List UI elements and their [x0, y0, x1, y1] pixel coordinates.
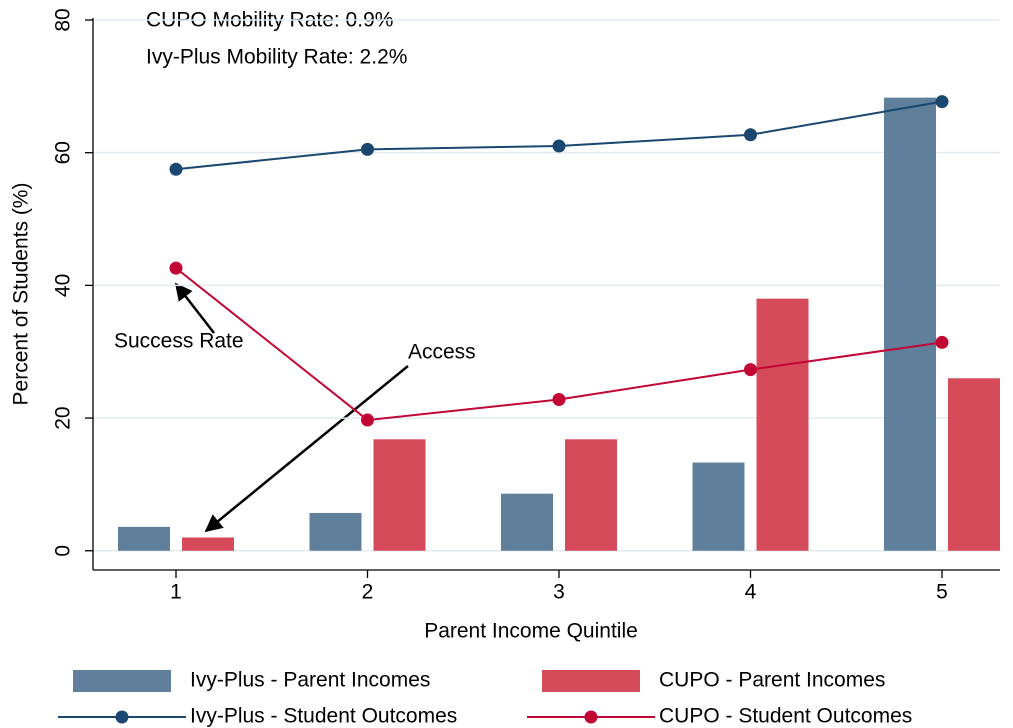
arrow	[174, 282, 215, 334]
x-tick-label: 4	[745, 581, 757, 604]
x-tick-label: 3	[553, 581, 565, 604]
y-tick-label: 20	[52, 406, 75, 429]
point	[935, 95, 949, 109]
bar	[692, 462, 745, 551]
legend-swatch	[73, 670, 171, 692]
bar	[884, 97, 936, 551]
x-tick-label: 1	[170, 581, 182, 604]
x-tick-label: 2	[362, 581, 374, 604]
legend-label: CUPO - Student Outcomes	[659, 705, 912, 728]
legend-swatch	[584, 710, 598, 724]
y-tick-label: 80	[52, 8, 75, 31]
bar	[373, 439, 426, 551]
x-tick-label: 5	[936, 581, 948, 604]
point	[744, 128, 757, 142]
point	[361, 413, 374, 427]
legend-label: CUPO - Parent Incomes	[659, 669, 885, 692]
bar	[118, 526, 170, 551]
bar	[309, 512, 362, 551]
x-axis-title: Parent Income Quintile	[424, 620, 638, 643]
y-tick-label: 40	[52, 274, 75, 297]
bar	[756, 298, 809, 551]
y-tick-label: 0	[52, 545, 75, 557]
annotation: Success Rate	[114, 330, 244, 353]
annotation: Access	[408, 341, 476, 364]
y-tick-label: 60	[52, 141, 75, 164]
point	[169, 162, 183, 176]
legend-swatch	[542, 670, 640, 692]
bar	[182, 537, 234, 551]
annotation: Ivy-Plus Mobility Rate: 2.2%	[146, 46, 407, 69]
bar	[948, 378, 1000, 551]
point	[552, 392, 566, 406]
point	[169, 261, 183, 275]
bar	[565, 439, 617, 551]
legend-swatch	[115, 710, 129, 724]
point	[744, 363, 757, 377]
line	[175, 100, 943, 171]
arrow	[204, 365, 409, 533]
legend-label: Ivy-Plus - Student Outcomes	[190, 705, 457, 728]
y-axis-title: Percent of Students (%)	[10, 183, 33, 406]
legend-label: Ivy-Plus - Parent Incomes	[190, 669, 430, 692]
bar	[501, 493, 553, 551]
point	[361, 142, 374, 156]
point	[935, 335, 949, 349]
point	[552, 139, 566, 153]
